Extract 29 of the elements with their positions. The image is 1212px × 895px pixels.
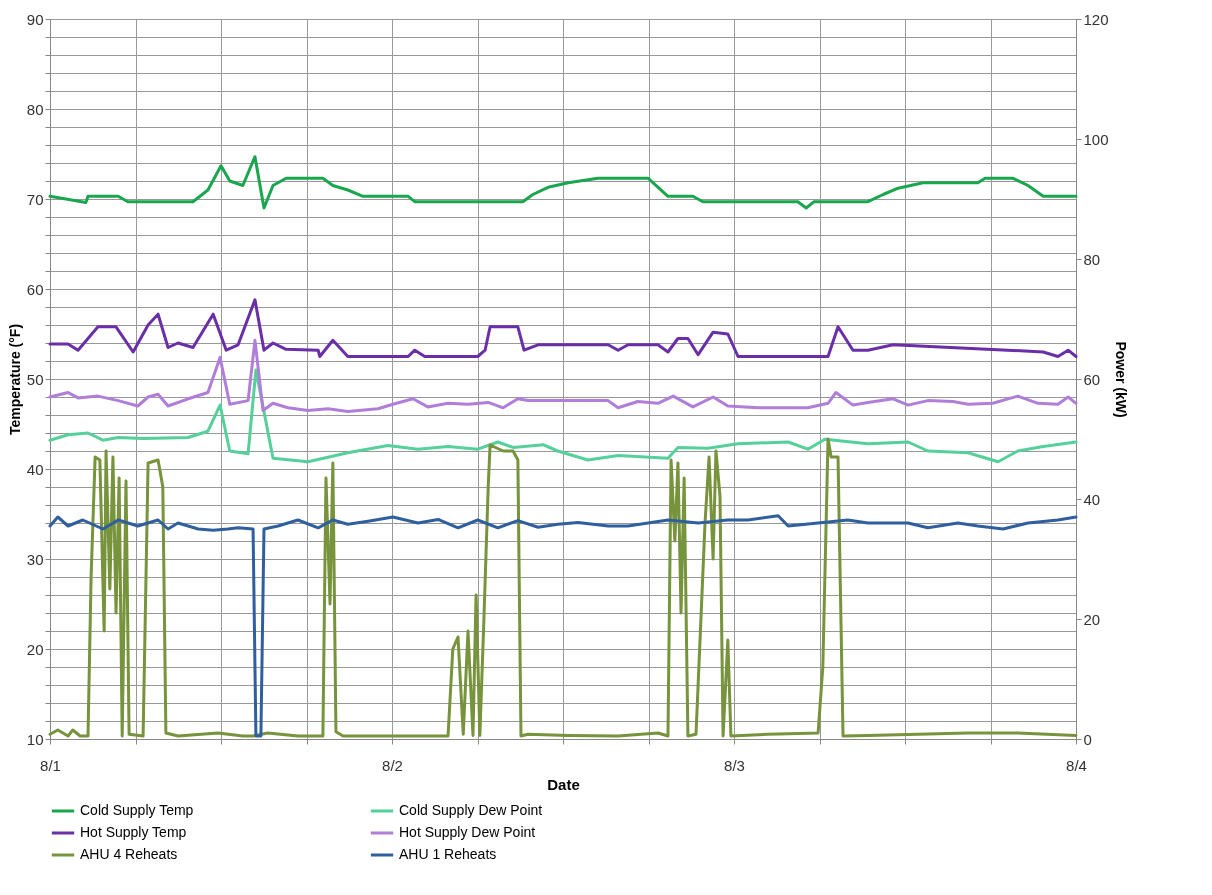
x-axis-title: Date [547,775,580,793]
y-axis-title: Temperature (°F) [6,323,23,436]
y2-tick-label: 0 [1083,730,1092,748]
y-tick-label: 80 [26,100,44,118]
x-tick-label: 8/4 [1066,756,1087,774]
x-tick-label: 8/3 [724,756,745,774]
y2-axis-title: Power (kW) [1112,341,1129,418]
y-tick-label: 50 [26,370,44,388]
y-tick-label: 30 [26,550,44,568]
y-tick-label: 20 [26,640,44,658]
y-tick-label: 40 [26,460,44,478]
y-tick-label: 60 [26,280,44,298]
y2-tick-label: 40 [1083,490,1101,508]
legend-label: Cold Supply Temp [80,802,194,818]
legend-label: Hot Supply Temp [80,824,187,840]
y2-tick-label: 60 [1083,370,1101,388]
legend-label: AHU 4 Reheats [80,846,178,862]
y-tick-label: 10 [26,730,44,748]
y2-tick-label: 120 [1083,10,1109,28]
legend-label: AHU 1 Reheats [399,846,497,862]
legend-label: Cold Supply Dew Point [399,802,543,818]
legend-label: Hot Supply Dew Point [399,824,536,840]
y2-tick-label: 20 [1083,610,1101,628]
y-tick-label: 90 [26,10,44,28]
x-tick-label: 8/2 [382,756,403,774]
y-tick-label: 70 [26,190,44,208]
y2-tick-label: 100 [1083,130,1109,148]
y2-tick-label: 80 [1083,250,1101,268]
x-tick-label: 8/1 [40,756,61,774]
